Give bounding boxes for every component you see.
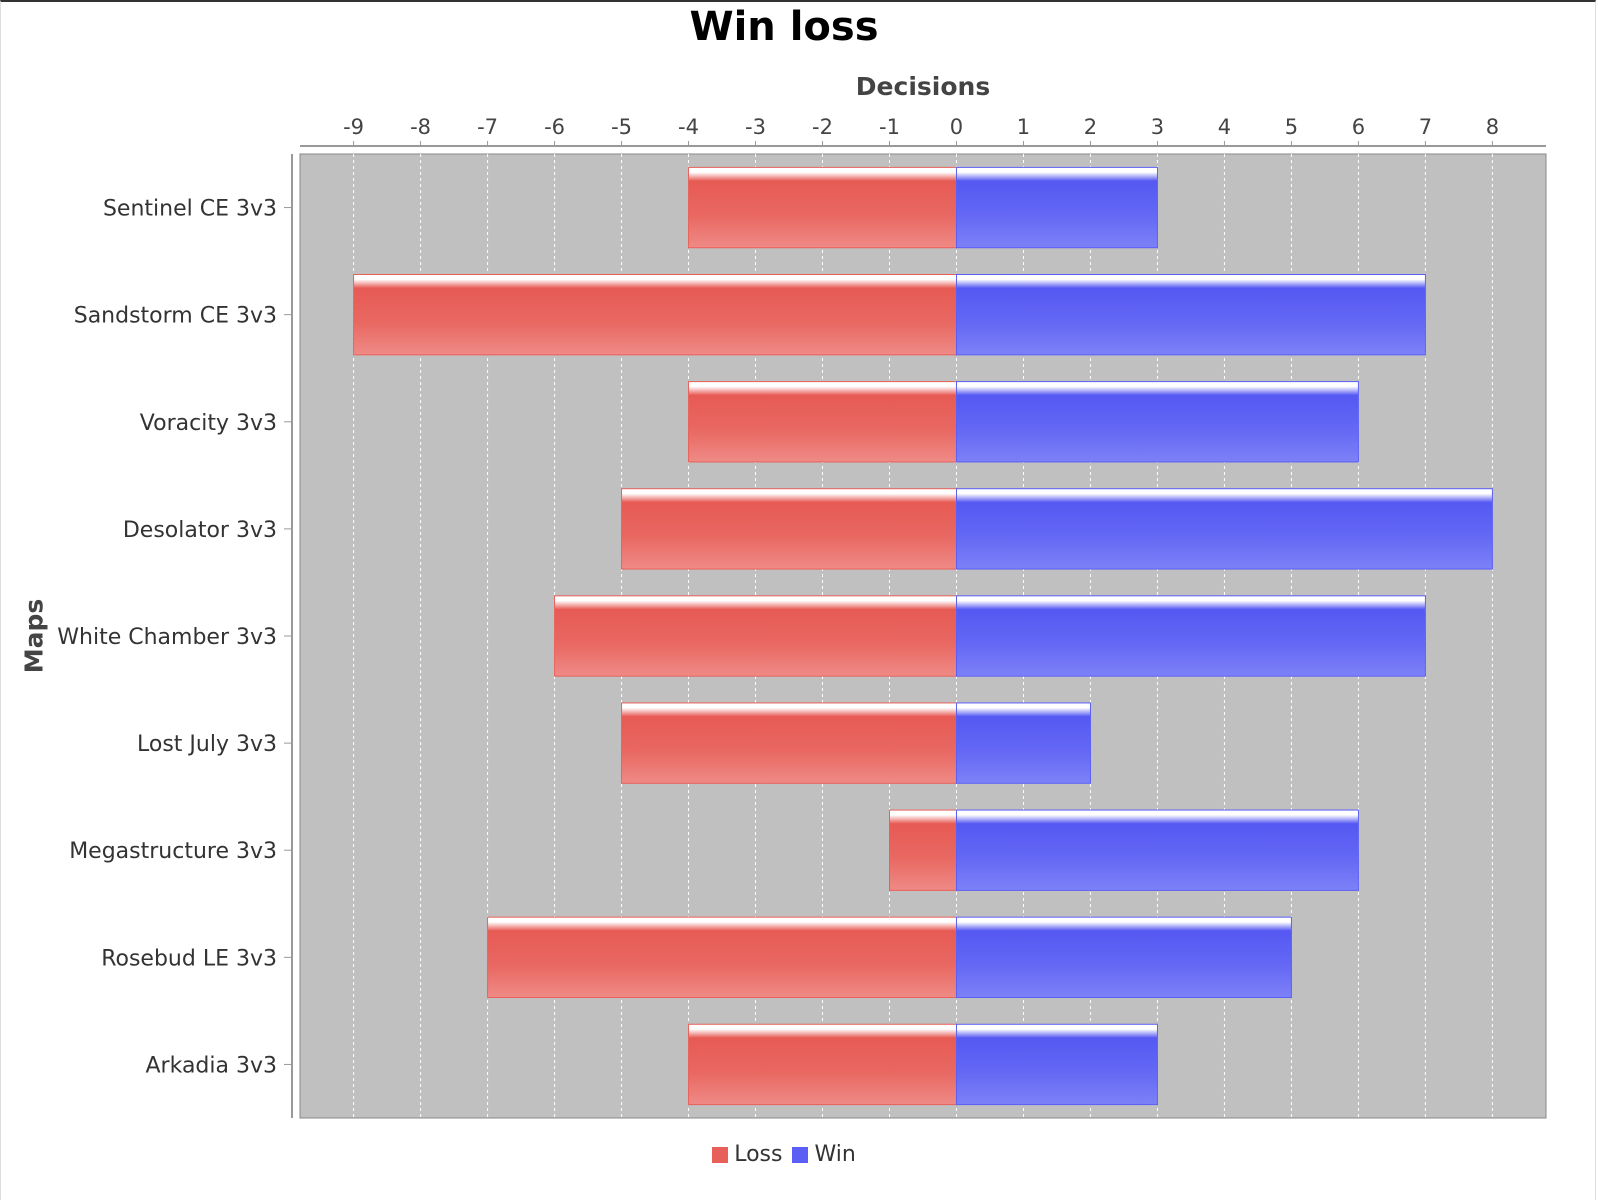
bar-loss <box>353 274 957 356</box>
x-axis-title: Decisions <box>855 72 991 101</box>
bar-loss <box>889 809 957 891</box>
bar-loss <box>688 166 957 249</box>
category-label: Sandstorm CE 3v3 <box>74 304 277 329</box>
x-tick-label: 1 <box>1017 115 1030 139</box>
category-label: White Chamber 3v3 <box>57 625 277 650</box>
bar-win <box>955 381 1359 463</box>
chart-title: Win loss <box>689 4 879 50</box>
legend-item-win: Win <box>792 1142 856 1167</box>
bar-win <box>955 166 1158 249</box>
x-tick-label: 0 <box>950 115 963 139</box>
legend-swatch-loss <box>712 1146 729 1163</box>
category-label: Sentinel CE 3v3 <box>103 197 277 222</box>
category-label: Voracity 3v3 <box>140 411 277 436</box>
category-label: Lost July 3v3 <box>137 732 277 757</box>
x-tick-label: -1 <box>879 115 900 139</box>
legend-swatch-win <box>792 1146 809 1163</box>
bar-win <box>955 1023 1158 1106</box>
x-tick-label: 5 <box>1285 115 1298 139</box>
x-tick-label: 8 <box>1486 115 1499 139</box>
category-labels: Sentinel CE 3v3 Sandstorm CE 3v3 Voracity … <box>57 197 292 1078</box>
legend-label-win: Win <box>814 1142 856 1167</box>
x-tick-label: -8 <box>410 115 431 139</box>
x-tick-label: -9 <box>343 115 364 139</box>
bars <box>353 166 1493 1106</box>
bar-loss <box>688 1023 957 1106</box>
bar-win <box>955 809 1359 891</box>
x-tick-label: -3 <box>745 115 766 139</box>
x-tick-label: 7 <box>1419 115 1432 139</box>
category-label: Desolator 3v3 <box>123 518 277 543</box>
category-label: Megastructure 3v3 <box>69 839 277 864</box>
bar-loss <box>621 488 957 570</box>
x-tick-label: 4 <box>1218 115 1231 139</box>
bar-win <box>955 595 1426 677</box>
bar-loss <box>487 916 957 999</box>
legend-item-loss: Loss <box>712 1142 782 1167</box>
x-tick-label: -5 <box>611 115 632 139</box>
x-tick-label: 2 <box>1084 115 1097 139</box>
category-label: Rosebud LE 3v3 <box>101 946 277 971</box>
x-tick-label: -6 <box>544 115 565 139</box>
bar-win <box>955 274 1426 356</box>
x-tick-label: -2 <box>812 115 833 139</box>
x-tick-labels: -9 -8 -7 -6 -5 -4 -3 -2 -1 0 1 2 3 4 5 6 7 8 <box>343 115 1499 146</box>
legend: Loss Win <box>0 1142 1568 1167</box>
legend-label-loss: Loss <box>734 1142 783 1167</box>
bar-loss <box>688 381 957 463</box>
x-tick-label: 3 <box>1151 115 1164 139</box>
x-tick-label: -7 <box>477 115 498 139</box>
bar-win <box>955 916 1292 999</box>
x-tick-label: 6 <box>1352 115 1365 139</box>
x-tick-label: -4 <box>678 115 699 139</box>
bar-loss <box>554 595 957 677</box>
bar-win <box>955 488 1493 570</box>
category-label: Arkadia 3v3 <box>146 1053 278 1078</box>
bar-win <box>955 702 1091 784</box>
bar-loss <box>621 702 957 784</box>
